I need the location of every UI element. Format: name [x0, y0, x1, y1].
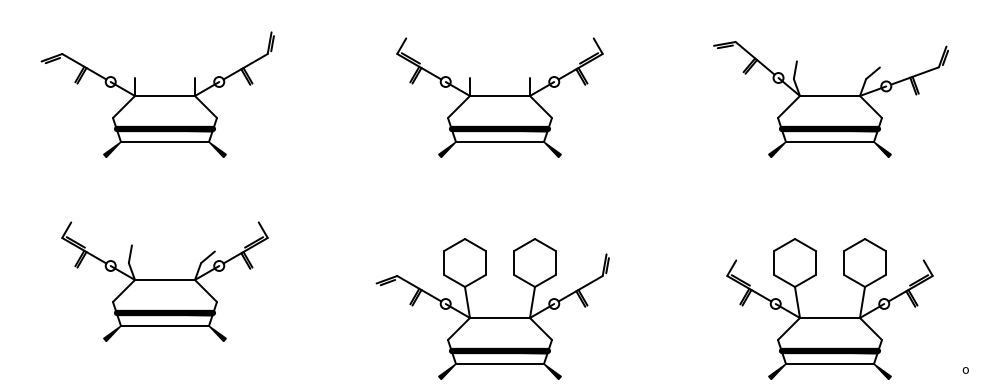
Polygon shape	[452, 350, 548, 354]
Polygon shape	[452, 128, 548, 132]
Polygon shape	[544, 364, 561, 379]
Polygon shape	[782, 350, 878, 354]
Polygon shape	[782, 128, 878, 132]
Polygon shape	[209, 142, 226, 157]
Polygon shape	[544, 142, 561, 157]
Polygon shape	[769, 364, 786, 379]
Polygon shape	[104, 142, 121, 157]
Polygon shape	[117, 128, 213, 132]
Polygon shape	[439, 364, 456, 379]
Polygon shape	[769, 142, 786, 157]
Polygon shape	[104, 326, 121, 341]
Text: o: o	[961, 364, 969, 376]
Polygon shape	[209, 326, 226, 341]
Polygon shape	[439, 142, 456, 157]
Polygon shape	[874, 142, 891, 157]
Polygon shape	[874, 364, 891, 379]
Polygon shape	[117, 312, 213, 316]
